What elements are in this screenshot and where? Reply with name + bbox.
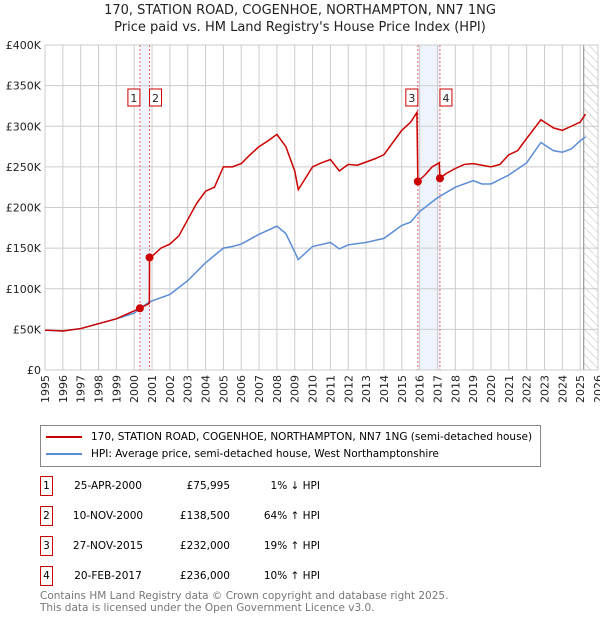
legend-red-label: 170, STATION ROAD, COGENHOE, NORTHAMPTON… — [91, 430, 533, 443]
x-tick-label: 2012 — [342, 375, 355, 403]
hpi-series-line — [44, 136, 586, 332]
x-tick-label: 2014 — [378, 375, 391, 403]
x-tick-label: 2018 — [449, 375, 462, 403]
sale-row: 3 27-NOV-2015 £232,000 19% ↑ HPI — [40, 536, 340, 556]
x-tick-label: 2015 — [396, 375, 409, 403]
y-tick-label: £300K — [6, 120, 42, 133]
y-tick-label: £400K — [6, 39, 42, 52]
x-tick-label: 2000 — [128, 375, 141, 403]
sale-date: 10-NOV-2000 — [72, 510, 144, 522]
sale-price: £232,000 — [179, 540, 230, 552]
x-tick-label: 2011 — [324, 375, 337, 403]
legend: 170, STATION ROAD, COGENHOE, NORTHAMPTON… — [40, 425, 542, 467]
x-tick-label: 1999 — [110, 375, 123, 403]
sale-hpi-change: 10% ↑ HPI — [263, 570, 320, 582]
footer-line-1: Contains HM Land Registry data © Crown c… — [40, 590, 449, 602]
plot-frame — [44, 44, 599, 371]
x-tick-label: 2006 — [235, 375, 248, 403]
y-tick-label: £250K — [6, 161, 42, 174]
x-tick-label: 2001 — [146, 375, 159, 403]
sale-label-box — [405, 88, 419, 107]
x-tick-label: 1996 — [57, 375, 70, 403]
x-tick-label: 2013 — [360, 375, 373, 403]
x-tick-label: 2010 — [307, 375, 320, 403]
sale-price: £138,500 — [179, 510, 230, 522]
sale-date: 20-FEB-2017 — [74, 570, 142, 582]
sale-number-badge: 4 — [40, 566, 53, 586]
legend-blue-line — [46, 452, 82, 455]
x-tick-label: 1997 — [75, 375, 88, 403]
sale-label-box — [127, 88, 141, 107]
sale-number-badge: 2 — [40, 506, 53, 526]
x-tick-label: 2002 — [164, 375, 177, 403]
sale-label-box — [439, 88, 453, 107]
x-tick-label: 2023 — [538, 375, 551, 403]
sale-label: 1 — [130, 92, 137, 105]
y-tick-label: £200K — [6, 202, 42, 215]
sale-label: 2 — [152, 92, 159, 105]
y-tick-label: £0 — [27, 364, 41, 377]
y-tick-label: £50K — [13, 323, 42, 336]
x-tick-label: 2026 — [592, 375, 600, 403]
sale-date: 25-APR-2000 — [74, 480, 142, 492]
x-tick-label: 2008 — [271, 375, 284, 403]
x-tick-label: 1995 — [39, 375, 52, 403]
x-tick-label: 2025 — [574, 375, 587, 403]
x-tick-label: 2005 — [217, 375, 230, 403]
chart-title: 170, STATION ROAD, COGENHOE, NORTHAMPTON… — [104, 3, 496, 18]
sale-number-badge: 1 — [40, 476, 53, 496]
sale-point — [435, 174, 444, 183]
sale-label: 3 — [408, 92, 415, 105]
sale-point — [413, 177, 422, 186]
x-tick-label: 2019 — [467, 375, 480, 403]
x-tick-label: 2022 — [521, 375, 534, 403]
x-tick-label: 1998 — [93, 375, 106, 403]
sale-row: 4 20-FEB-2017 £236,000 10% ↑ HPI — [40, 566, 340, 586]
sale-number-badge: 3 — [40, 536, 53, 556]
x-tick-label: 2021 — [503, 375, 516, 403]
x-tick-label: 2004 — [200, 375, 213, 403]
sale-point — [145, 253, 154, 262]
line-chart: 1995 1996 1997 1998 1999 2000 2001 2002 2003 2004… — [6, 39, 600, 403]
sale-price: £236,000 — [179, 570, 230, 582]
sale-row: 1 25-APR-2000 £75,995 1% ↓ HPI — [40, 476, 340, 496]
y-tick-label: £100K — [6, 283, 42, 296]
x-tick-label: 2020 — [485, 375, 498, 403]
x-tick-label: 2017 — [431, 375, 444, 403]
chart-subtitle: Price paid vs. HM Land Registry's House … — [114, 20, 486, 35]
sale-label-box — [149, 88, 163, 107]
property-series-line — [44, 109, 587, 332]
footer: Contains HM Land Registry data © Crown c… — [40, 590, 448, 614]
sale-label: 4 — [442, 92, 449, 105]
x-tick-label: 2024 — [556, 375, 569, 403]
sale-row: 2 10-NOV-2000 £138,500 64% ↑ HPI — [40, 506, 340, 526]
x-tick-label: 2003 — [182, 375, 195, 403]
sale-date: 27-NOV-2015 — [72, 540, 144, 552]
x-tick-label: 2016 — [414, 375, 427, 403]
y-tick-label: £350K — [6, 80, 42, 93]
x-tick-label: 2009 — [289, 375, 302, 403]
footer-line-2: This data is licensed under the Open Gov… — [40, 602, 375, 614]
sale-point — [135, 304, 144, 313]
y-tick-label: £150K — [6, 242, 42, 255]
sale-hpi-change: 1% ↓ HPI — [270, 480, 320, 492]
legend-red-line — [46, 435, 82, 438]
x-tick-label: 2007 — [253, 375, 266, 403]
sale-hpi-change: 19% ↑ HPI — [263, 540, 320, 552]
legend-blue-label: HPI: Average price, semi-detached house,… — [91, 447, 439, 460]
sale-price: £75,995 — [186, 480, 230, 492]
sale-hpi-change: 64% ↑ HPI — [263, 510, 320, 522]
